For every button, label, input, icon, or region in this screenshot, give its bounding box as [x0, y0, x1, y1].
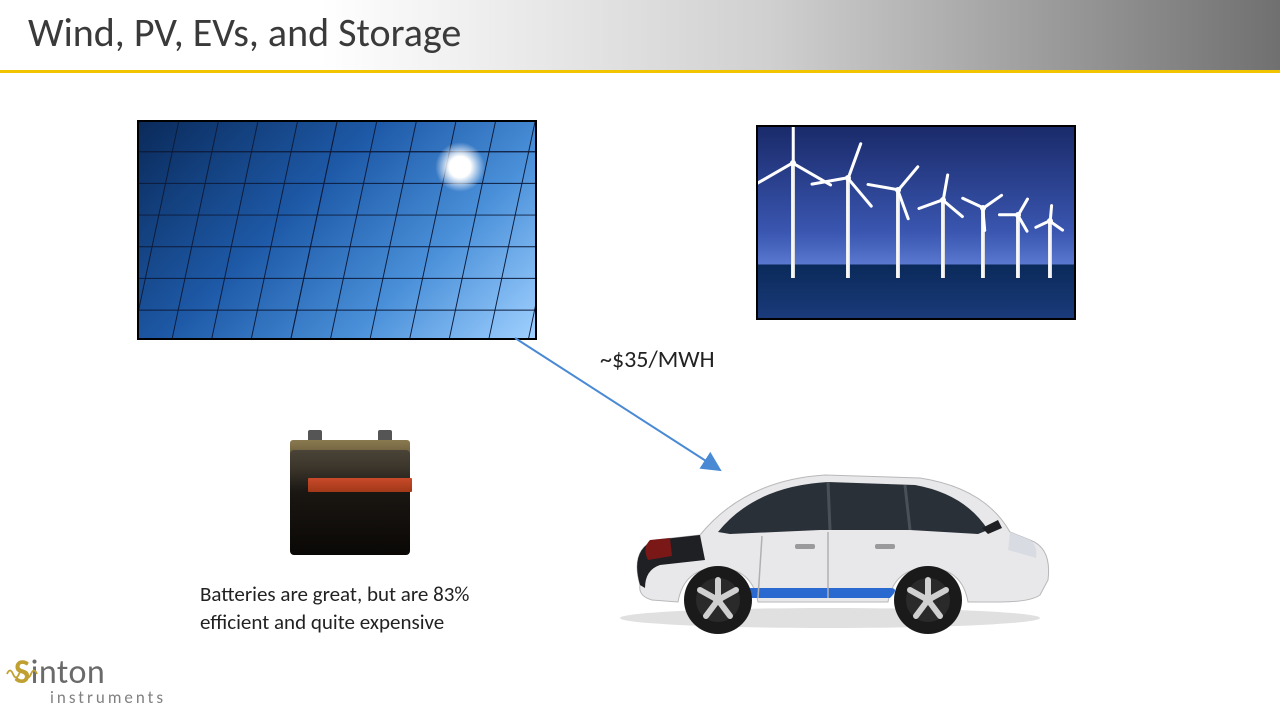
logo-wave-icon [6, 666, 40, 682]
cost-label: ~$35/MWH [600, 345, 715, 374]
sinton-logo: Sinton instruments [14, 652, 166, 708]
slide-title: Wind, PV, EVs, and Storage [28, 8, 461, 57]
ev-car-image [590, 440, 1070, 640]
battery-brand-label [308, 478, 412, 492]
accent-line [0, 70, 1280, 73]
slide: Wind, PV, EVs, and Storage ~$35/MWH [0, 0, 1280, 720]
solar-panel-image [137, 120, 537, 340]
battery-body [290, 450, 410, 555]
sun-glare-icon [435, 142, 485, 192]
wind-turbine-image [756, 125, 1076, 320]
logo-subtitle: instruments [50, 687, 166, 708]
battery-caption: Batteries are great, but are 83% efficie… [200, 580, 530, 637]
battery-image [280, 430, 420, 560]
